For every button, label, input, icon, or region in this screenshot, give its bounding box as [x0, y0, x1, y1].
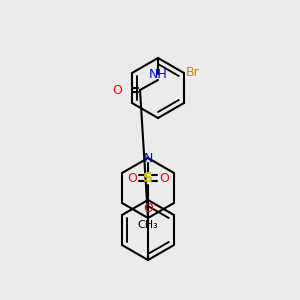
Text: O: O [159, 172, 169, 184]
Text: Br: Br [186, 67, 200, 80]
Text: O: O [143, 202, 153, 215]
Text: NH: NH [148, 68, 167, 80]
Text: CH₃: CH₃ [138, 220, 158, 230]
Text: O: O [127, 172, 137, 184]
Text: S: S [143, 171, 153, 185]
Text: O: O [112, 83, 122, 97]
Text: N: N [143, 152, 153, 164]
